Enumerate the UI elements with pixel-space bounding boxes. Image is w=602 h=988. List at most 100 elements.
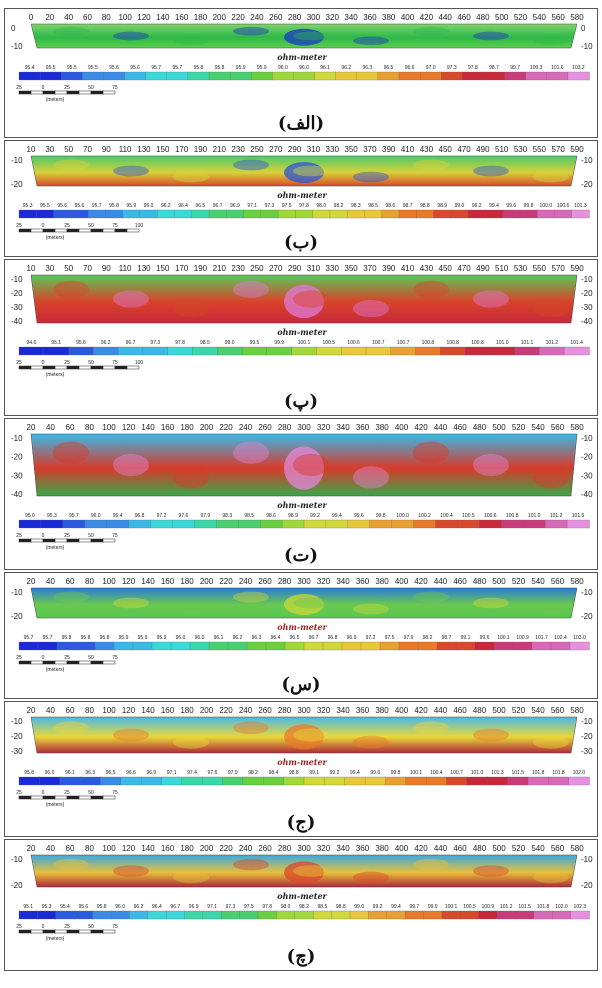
colorbar-swatch bbox=[191, 209, 210, 219]
unit-label: ohm-meter bbox=[277, 190, 327, 200]
x-tick-label: 50 bbox=[64, 264, 73, 273]
colorbar-swatch bbox=[398, 209, 417, 219]
scale-bar-segment bbox=[30, 90, 44, 95]
colorbar-swatch bbox=[294, 910, 314, 920]
scale-tick: 25 bbox=[16, 360, 22, 366]
scale-bar-segment bbox=[126, 365, 140, 370]
colorbar-value: 98.8 bbox=[289, 770, 299, 776]
colorbar-swatch bbox=[70, 209, 89, 219]
colorbar-swatch bbox=[222, 776, 244, 786]
scale-bar-segment bbox=[66, 929, 80, 934]
resistivity-blob bbox=[113, 165, 149, 177]
scale-tick: 50 bbox=[88, 790, 94, 796]
colorbar-swatch bbox=[59, 776, 81, 786]
colorbar-value: 99.8 bbox=[524, 203, 534, 209]
x-tick-label: 490 bbox=[476, 145, 490, 154]
colorbar-value: 96.9 bbox=[347, 635, 357, 641]
colorbar-value: 100.8 bbox=[471, 340, 484, 346]
colorbar-value: 96.5 bbox=[290, 635, 300, 641]
resistivity-blob bbox=[233, 858, 269, 871]
scale-bar-segment bbox=[30, 365, 44, 370]
scale-bar-segment bbox=[54, 795, 68, 800]
colorbar-value: 100.5 bbox=[463, 904, 476, 910]
colorbar-value: 98.8 bbox=[336, 904, 346, 910]
colorbar-swatch bbox=[455, 641, 476, 651]
colorbar-value: 102.0 bbox=[555, 904, 568, 910]
x-tick-label: 580 bbox=[570, 706, 584, 715]
x-tick-label: 280 bbox=[278, 706, 292, 715]
anomaly bbox=[284, 162, 324, 183]
colorbar-swatch bbox=[113, 641, 134, 651]
colorbar-swatch bbox=[79, 776, 102, 786]
colorbar-value: 99.6 bbox=[480, 635, 490, 641]
x-tick-label: 520 bbox=[512, 423, 526, 432]
colorbar-value: 96.3 bbox=[362, 65, 372, 71]
colorbar-value: 99.0 bbox=[225, 340, 235, 346]
x-tick-label: 560 bbox=[551, 577, 565, 586]
colorbar-swatch bbox=[552, 910, 572, 920]
depth-label: -20 bbox=[11, 612, 23, 621]
colorbar-swatch bbox=[385, 776, 407, 786]
colorbar-swatch bbox=[170, 641, 191, 651]
scale-tick: 50 bbox=[88, 85, 94, 91]
panel-label: (ج) bbox=[286, 812, 316, 833]
x-tick-label: 440 bbox=[434, 577, 448, 586]
colorbar-swatch bbox=[18, 519, 42, 529]
colorbar-swatch bbox=[537, 209, 556, 219]
resistivity-blob bbox=[473, 865, 509, 877]
colorbar-swatch bbox=[257, 910, 278, 920]
x-tick-label: 310 bbox=[307, 145, 321, 154]
resistivity-blob bbox=[173, 466, 209, 489]
colorbar-value: 101.5 bbox=[518, 904, 531, 910]
colorbar-value: 98.8 bbox=[420, 203, 430, 209]
colorbar-swatch bbox=[303, 519, 327, 529]
x-tick-label: 520 bbox=[512, 706, 526, 715]
x-tick-label: 140 bbox=[141, 844, 155, 853]
colorbar-value: 100.5 bbox=[323, 340, 336, 346]
colorbar-value: 95.7 bbox=[172, 65, 182, 71]
colorbar-swatch bbox=[147, 910, 167, 920]
colorbar-swatch bbox=[39, 71, 62, 81]
colorbar-swatch bbox=[241, 346, 268, 356]
colorbar-value: 95.3 bbox=[23, 203, 33, 209]
x-tick-label: 520 bbox=[514, 13, 528, 22]
resistivity-blob bbox=[353, 735, 389, 749]
x-tick-label: 80 bbox=[85, 423, 94, 432]
colorbar-swatch bbox=[569, 641, 590, 651]
depth-label: -30 bbox=[11, 747, 23, 756]
colorbar-swatch bbox=[462, 71, 485, 81]
resistivity-blob bbox=[413, 280, 449, 299]
colorbar-value: 99.7 bbox=[510, 65, 520, 71]
x-tick-label: 20 bbox=[27, 423, 36, 432]
depth-label: -20 bbox=[581, 453, 593, 462]
colorbar-value: 98.6 bbox=[385, 203, 395, 209]
x-tick-label: 100 bbox=[102, 423, 116, 432]
colorbar-swatch bbox=[377, 71, 400, 81]
depth-label: -30 bbox=[581, 471, 593, 480]
colorbar-swatch bbox=[75, 641, 96, 651]
resistivity-blob bbox=[353, 299, 389, 318]
x-tick-label: 280 bbox=[278, 423, 292, 432]
x-tick-label: 240 bbox=[239, 706, 253, 715]
anomaly bbox=[284, 594, 324, 615]
scale-bar-segment bbox=[78, 365, 92, 370]
scale-bar-segment bbox=[66, 538, 80, 543]
depth-label: -20 bbox=[581, 180, 593, 189]
x-tick-label: 560 bbox=[551, 706, 565, 715]
colorbar-value: 96.2 bbox=[134, 904, 144, 910]
colorbar-value: 96.5 bbox=[195, 203, 205, 209]
scale-bar-segment bbox=[102, 365, 116, 370]
colorbar-swatch bbox=[316, 346, 342, 356]
colorbar-swatch bbox=[192, 346, 218, 356]
x-tick-label: 130 bbox=[137, 264, 151, 273]
colorbar-swatch bbox=[93, 346, 119, 356]
resistivity-blob bbox=[233, 591, 269, 603]
colorbar-swatch bbox=[519, 209, 538, 219]
colorbar-swatch bbox=[139, 209, 158, 219]
colorbar-swatch bbox=[194, 519, 217, 529]
x-tick-label: 320 bbox=[317, 706, 331, 715]
x-tick-label: 440 bbox=[434, 706, 448, 715]
x-tick-label: 20 bbox=[27, 844, 36, 853]
x-tick-label: 40 bbox=[46, 423, 55, 432]
colorbar-swatch bbox=[415, 346, 441, 356]
